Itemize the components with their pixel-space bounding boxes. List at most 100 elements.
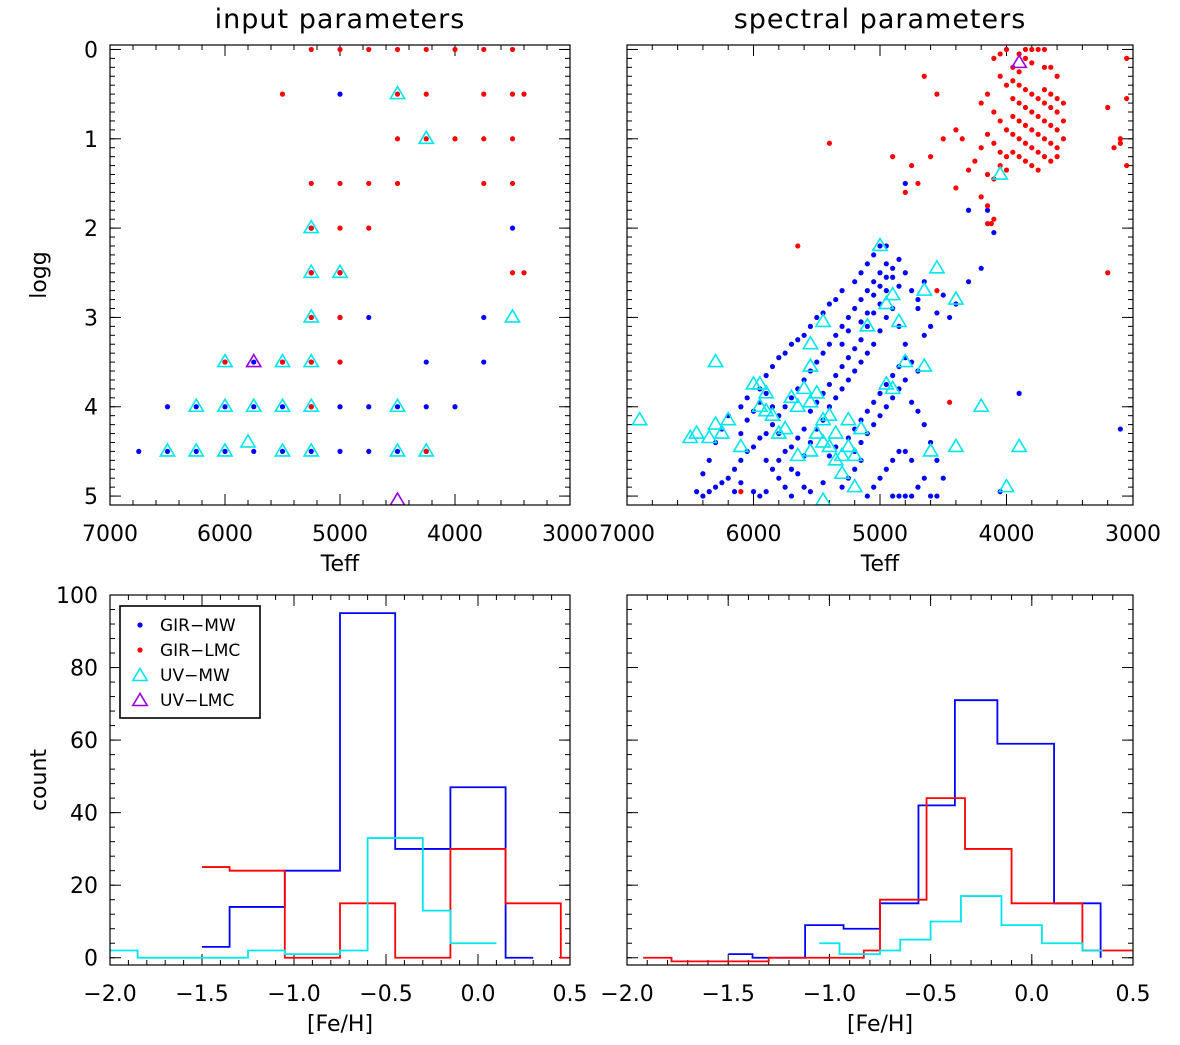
plot-area	[643, 699, 1133, 963]
point-gir_lmc	[1029, 60, 1035, 66]
point-gir_mw	[883, 261, 889, 267]
point-gir_lmc	[1117, 140, 1123, 146]
point-gir_mw	[1016, 390, 1022, 396]
point-uv_mw	[884, 379, 902, 395]
point-gir_mw	[940, 475, 946, 481]
axes-frame	[109, 594, 571, 966]
histogram-gir_lmc	[643, 797, 1133, 963]
point-gir_lmc	[953, 127, 959, 133]
point-uv_mw	[871, 236, 889, 252]
point-gir_mw	[750, 444, 757, 450]
point-gir_lmc	[481, 46, 487, 53]
y-tick-label: 80	[70, 657, 98, 682]
point-uv_mw	[801, 393, 819, 408]
point-gir_mw	[744, 395, 750, 401]
point-gir_mw	[871, 341, 877, 347]
point-uv_mw	[631, 411, 649, 426]
point-gir_mw	[864, 408, 870, 414]
point-gir_mw	[509, 225, 516, 231]
histogram-uv_mw	[819, 895, 1103, 956]
point-gir_mw	[864, 261, 870, 267]
point-gir_mw	[337, 91, 343, 97]
point-gir_mw	[481, 314, 487, 321]
point-gir_mw	[807, 408, 814, 414]
x-tick-label: 6000	[726, 522, 782, 547]
point-gir_lmc	[978, 145, 984, 151]
point-gir_lmc	[366, 225, 372, 231]
point-gir_mw	[883, 381, 889, 388]
point-gir_mw	[788, 444, 795, 450]
point-uv_mw	[833, 446, 851, 462]
point-uv_mw	[239, 433, 257, 448]
point-gir_mw	[890, 493, 896, 499]
point-gir_lmc	[991, 55, 997, 61]
point-uv_mw	[997, 478, 1016, 493]
point-gir_mw	[839, 484, 845, 490]
point-gir_lmc	[1041, 87, 1048, 93]
point-uv_mw	[187, 397, 205, 413]
point-uv_mw	[688, 424, 706, 439]
point-gir_lmc	[1060, 118, 1067, 124]
point-gir_lmc	[1003, 46, 1010, 53]
point-gir_lmc	[1022, 158, 1029, 164]
point-gir_lmc	[795, 243, 801, 249]
point-gir_mw	[839, 386, 845, 392]
y-tick-label: 40	[70, 802, 98, 827]
point-gir_mw	[896, 283, 902, 289]
point-gir_mw	[871, 252, 877, 258]
point-uv_mw	[947, 437, 965, 453]
point-gir_mw	[795, 337, 801, 343]
point-uv_mw	[216, 397, 234, 413]
point-gir_mw	[909, 399, 915, 405]
point-uv_mw	[751, 397, 769, 413]
point-gir_mw	[366, 314, 372, 321]
point-gir_lmc	[452, 136, 458, 142]
x-axis-label: [Fe/H]	[307, 1012, 373, 1037]
point-gir_mw	[890, 274, 896, 280]
point-uv_mw	[814, 312, 832, 328]
point-uv_mw	[719, 411, 737, 426]
point-gir_lmc	[337, 270, 343, 276]
point-gir_lmc	[1060, 100, 1067, 106]
point-gir_lmc	[1041, 64, 1048, 70]
point-gir_mw	[788, 395, 795, 401]
point-gir_mw	[763, 489, 769, 495]
y-tick-label: 60	[70, 729, 98, 754]
point-gir_mw	[871, 292, 877, 298]
point-gir_lmc	[308, 314, 314, 321]
x-tick-label: 3000	[1105, 522, 1161, 547]
point-uv_mw	[770, 424, 788, 439]
scatter-panel-input-parameters: 7000 6000 5000 4000 3000 0 1 2 3 4 5 input paramete…	[27, 4, 598, 577]
point-gir_mw	[788, 493, 795, 499]
point-gir_mw	[763, 372, 769, 379]
point-gir_mw	[700, 493, 706, 499]
point-gir_lmc	[366, 46, 372, 53]
point-gir_mw	[877, 270, 883, 276]
panel-title: input parameters	[215, 4, 466, 35]
y-tick-label: 20	[70, 874, 98, 899]
series-uv_lmc	[1010, 53, 1028, 69]
point-gir_mw	[782, 350, 788, 356]
point-gir_lmc	[1035, 95, 1041, 102]
legend-marker-uv_lmc	[131, 691, 149, 707]
point-gir_mw	[833, 372, 839, 379]
point-gir_lmc	[1054, 95, 1060, 102]
histogram-panel-spectral: −2.0 −1.5 −1.0 −0.5 0.0 0.5 [Fe/H]	[600, 594, 1151, 1037]
point-gir_mw	[978, 265, 984, 271]
point-gir_lmc	[1105, 270, 1111, 276]
point-gir_mw	[864, 323, 870, 329]
point-uv_mw	[922, 442, 940, 457]
point-gir_lmc	[521, 270, 527, 276]
point-gir_mw	[731, 466, 738, 472]
point-gir_lmc	[946, 399, 953, 405]
point-gir_lmc	[394, 180, 401, 187]
point-gir_mw	[776, 355, 782, 361]
point-gir_lmc	[921, 73, 927, 79]
point-gir_mw	[776, 475, 782, 481]
point-gir_lmc	[984, 171, 991, 178]
point-gir_lmc	[984, 203, 991, 209]
point-gir_mw	[896, 256, 902, 262]
point-gir_mw	[883, 288, 889, 294]
point-gir_mw	[452, 404, 458, 410]
point-uv_mw	[681, 428, 699, 444]
